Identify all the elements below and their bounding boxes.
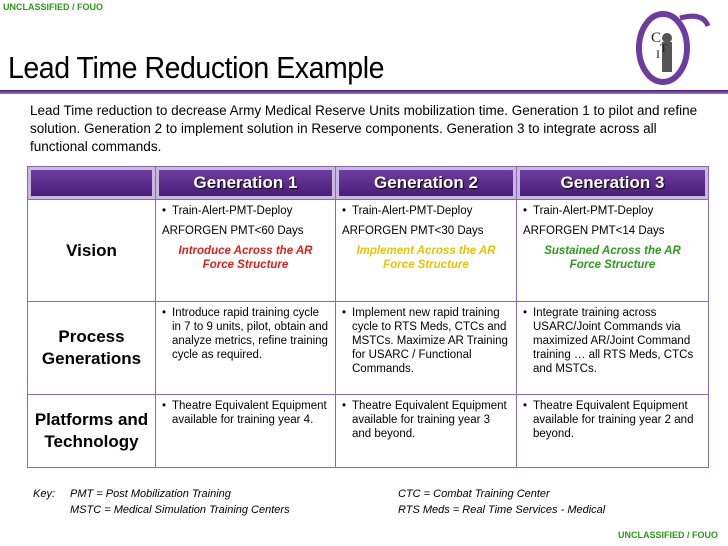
key-entry: PMT = Post Mobilization Training [70,488,231,500]
classification-banner: UNCLASSIFIED / FOUO [617,530,718,540]
bullet-item: Implement new rapid training cycle to RT… [342,306,510,376]
header-fill [31,170,152,196]
bullet-item: Integrate training across USARC/Joint Co… [523,306,702,376]
table-row: Vision Train-Alert-PMT-Deploy ARFORGEN PMT… [27,199,709,302]
logo-figure-head [662,33,672,43]
emphasis-text: Implement Across the AR Force Structure [356,245,496,271]
cell-line: ARFORGEN PMT<60 Days [162,225,304,237]
title-rule [0,90,728,94]
table-cell: Integrate training across USARC/Joint Co… [516,301,709,395]
table-cell: Theatre Equivalent Equipment available f… [155,394,336,468]
logo-figure [662,42,672,72]
table-cell: Implement new rapid training cycle to RT… [335,301,517,395]
logo: C T I [636,11,711,85]
key-label: Key: [33,488,56,500]
table-cell: Train-Alert-PMT-Deploy ARFORGEN PMT<14 Da… [516,199,709,302]
bullet-item: Train-Alert-PMT-Deploy [342,204,510,218]
emphasis-text: Introduce Across the AR Force Structure [178,245,313,271]
header-cell [27,166,156,200]
generation-table: Generation 1 Generation 2 Generation 3 Vis… [27,166,709,468]
logo-letter: T [660,41,668,55]
header-cell: Generation 1 [155,166,336,200]
emphasis-text: Sustained Across the AR Force Structure [544,245,681,271]
header-row: Generation 1 Generation 2 Generation 3 [27,166,709,200]
table-row: Platforms and TechnologyTheatre Equivale… [27,394,709,468]
bullet-item: Theatre Equivalent Equipment available f… [162,399,329,427]
row-label: Vision [27,199,156,302]
bullet-item: Theatre Equivalent Equipment available f… [342,399,510,441]
bullet-item: Theatre Equivalent Equipment available f… [523,399,702,441]
logo-letter: C [651,30,661,46]
header-text: Generation 2 [339,170,513,196]
bullet-item: Train-Alert-PMT-Deploy [523,204,702,218]
logo-letter: I [656,47,660,61]
cell-line: ARFORGEN PMT<30 Days [342,225,484,237]
table-cell: Train-Alert-PMT-Deploy ARFORGEN PMT<60 Da… [155,199,336,302]
table-cell: Train-Alert-PMT-Deploy ARFORGEN PMT<30 Da… [335,199,517,302]
key-column: CTC = Combat Training Center RTS Meds = R… [398,486,605,518]
header-cell: Generation 2 [335,166,517,200]
logo-ring [636,11,690,85]
table-cell: Theatre Equivalent Equipment available f… [516,394,709,468]
slide-title: Lead Time Reduction Example [8,50,384,85]
table-row: Process GenerationsIntroduce rapid train… [27,301,709,395]
bullet-item: Train-Alert-PMT-Deploy [162,204,329,218]
header-cell: Generation 3 [516,166,709,200]
intro-text: Lead Time reduction to decrease Army Med… [30,103,698,154]
table-cell: Theatre Equivalent Equipment available f… [335,394,517,468]
key-column: PMT = Post Mobilization Training MSTC = M… [70,486,290,518]
header-text: Generation 1 [159,170,332,196]
row-label: Platforms and Technology [27,394,156,468]
header-text: Generation 3 [520,170,705,196]
key-entry: RTS Meds = Real Time Services - Medical [398,504,606,516]
table-cell: Introduce rapid training cycle in 7 to 9… [155,301,336,395]
logo-swoosh [679,13,711,28]
key-entry: CTC = Combat Training Center [398,488,550,500]
key-entry: MSTC = Medical Simulation Training Cente… [70,504,290,516]
cell-line: ARFORGEN PMT<14 Days [523,225,665,237]
row-label: Process Generations [27,301,156,395]
bullet-item: Introduce rapid training cycle in 7 to 9… [162,306,329,362]
classification-banner: UNCLASSIFIED / FOUO [3,2,104,12]
